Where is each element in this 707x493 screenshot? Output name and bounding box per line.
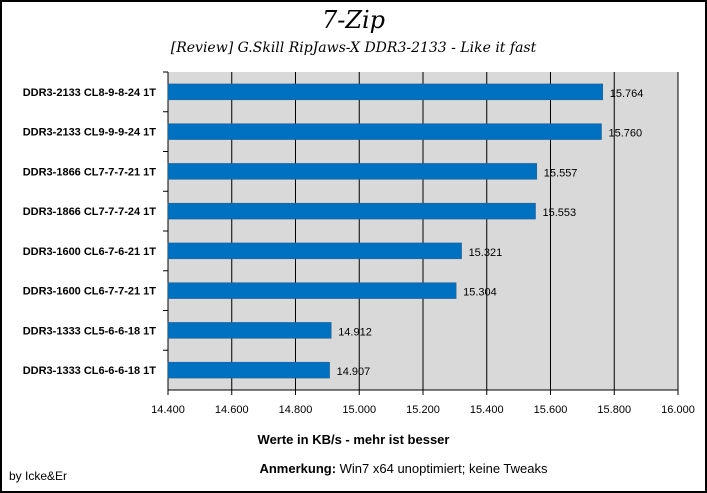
category-label: DDR3-1600 CL6-7-6-21 1T: [23, 246, 157, 258]
x-tick-label: 15.800: [597, 404, 631, 416]
category-label: DDR3-1866 CL7-7-7-24 1T: [23, 206, 157, 218]
x-tick-label: 15.200: [406, 404, 440, 416]
value-label: 15.760: [609, 128, 643, 140]
x-tick-label: 14.400: [151, 404, 185, 416]
x-tick-label: 14.800: [279, 404, 313, 416]
x-tick-label: 14.600: [215, 404, 249, 416]
bar: [167, 282, 457, 299]
bar: [167, 163, 538, 180]
footnote-text: Win7 x64 unoptimiert; keine Tweaks: [336, 461, 548, 476]
value-label: 14.912: [338, 326, 372, 338]
category-label: DDR3-1866 CL7-7-7-21 1T: [23, 166, 157, 178]
value-label: 15.764: [610, 88, 644, 100]
x-tick-label: 16.000: [661, 404, 695, 416]
bar: [167, 322, 332, 339]
category-label: DDR3-2133 CL8-9-8-24 1T: [23, 87, 157, 99]
value-label: 15.321: [469, 247, 503, 259]
x-tick-label: 15.400: [470, 404, 504, 416]
bar: [167, 83, 604, 101]
bar: [167, 123, 602, 140]
chart-subtitle: [Review] G.Skill RipJaws-X DDR3-2133 - L…: [170, 40, 537, 56]
category-label: DDR3-1600 CL6-7-7-21 1T: [23, 286, 157, 298]
footnote: Anmerkung: Win7 x64 unoptimiert; keine T…: [0, 461, 707, 476]
category-label: DDR3-1333 CL5-6-6-18 1T: [23, 325, 157, 337]
value-label: 15.557: [544, 167, 578, 179]
chart-title: 7-Zip: [321, 6, 386, 34]
bar: [167, 361, 330, 379]
x-tick-label: 15.600: [534, 404, 568, 416]
bar: [167, 242, 462, 260]
author-credit: by Icke&Er: [9, 469, 68, 483]
value-label: 14.907: [337, 366, 371, 378]
category-label: DDR3-1333 CL6-6-6-18 1T: [23, 365, 157, 377]
category-label: DDR3-2133 CL9-9-9-24 1T: [23, 127, 157, 139]
x-tick-label: 15.000: [342, 404, 376, 416]
footnote-label: Anmerkung:: [259, 461, 337, 476]
value-label: 15.304: [463, 287, 497, 299]
bar: [167, 202, 536, 220]
x-axis-label: Werte in KB/s - mehr ist besser: [257, 432, 450, 447]
value-label: 15.553: [543, 207, 577, 219]
